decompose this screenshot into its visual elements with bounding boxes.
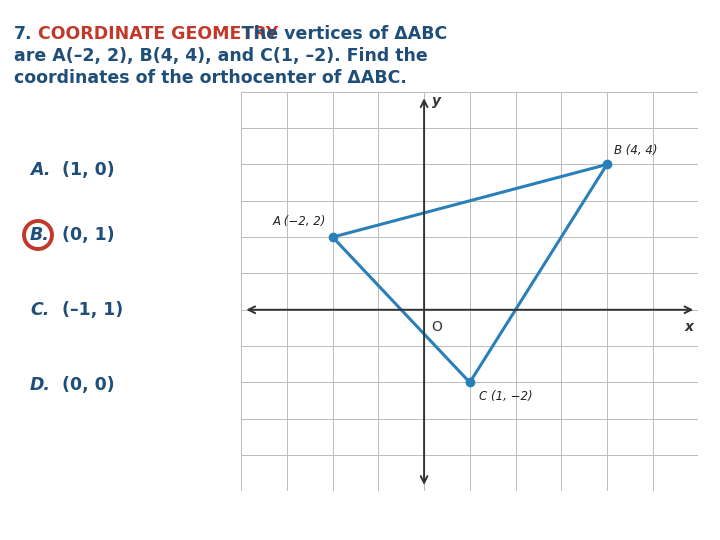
Text: 7.: 7. [14, 25, 32, 43]
Text: (1, 0): (1, 0) [62, 161, 114, 179]
Text: B (4, 4): B (4, 4) [614, 144, 657, 157]
Text: coordinates of the orthocenter of ΔABC.: coordinates of the orthocenter of ΔABC. [14, 69, 407, 87]
Text: C (1, −2): C (1, −2) [479, 390, 533, 403]
Text: (0, 1): (0, 1) [62, 226, 114, 244]
Text: (0, 0): (0, 0) [62, 376, 114, 394]
Text: COORDINATE GEOMETRY: COORDINATE GEOMETRY [38, 25, 278, 43]
Text: A.: A. [30, 161, 50, 179]
Text: D.: D. [30, 376, 51, 394]
Text: are A(–2, 2), B(4, 4), and C(1, –2). Find the: are A(–2, 2), B(4, 4), and C(1, –2). Fin… [14, 47, 428, 65]
Text: The vertices of ΔABC: The vertices of ΔABC [230, 25, 447, 43]
Text: y: y [432, 93, 441, 107]
Text: B.: B. [30, 226, 50, 244]
Text: A (−2, 2): A (−2, 2) [272, 215, 325, 228]
Text: O: O [431, 320, 442, 334]
Text: C.: C. [30, 301, 50, 319]
Text: x: x [685, 320, 694, 334]
Text: (–1, 1): (–1, 1) [62, 301, 123, 319]
